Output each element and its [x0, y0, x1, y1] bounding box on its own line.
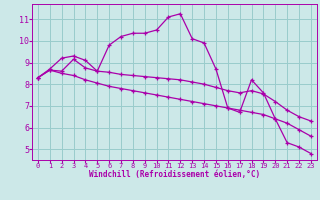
- X-axis label: Windchill (Refroidissement éolien,°C): Windchill (Refroidissement éolien,°C): [89, 170, 260, 179]
